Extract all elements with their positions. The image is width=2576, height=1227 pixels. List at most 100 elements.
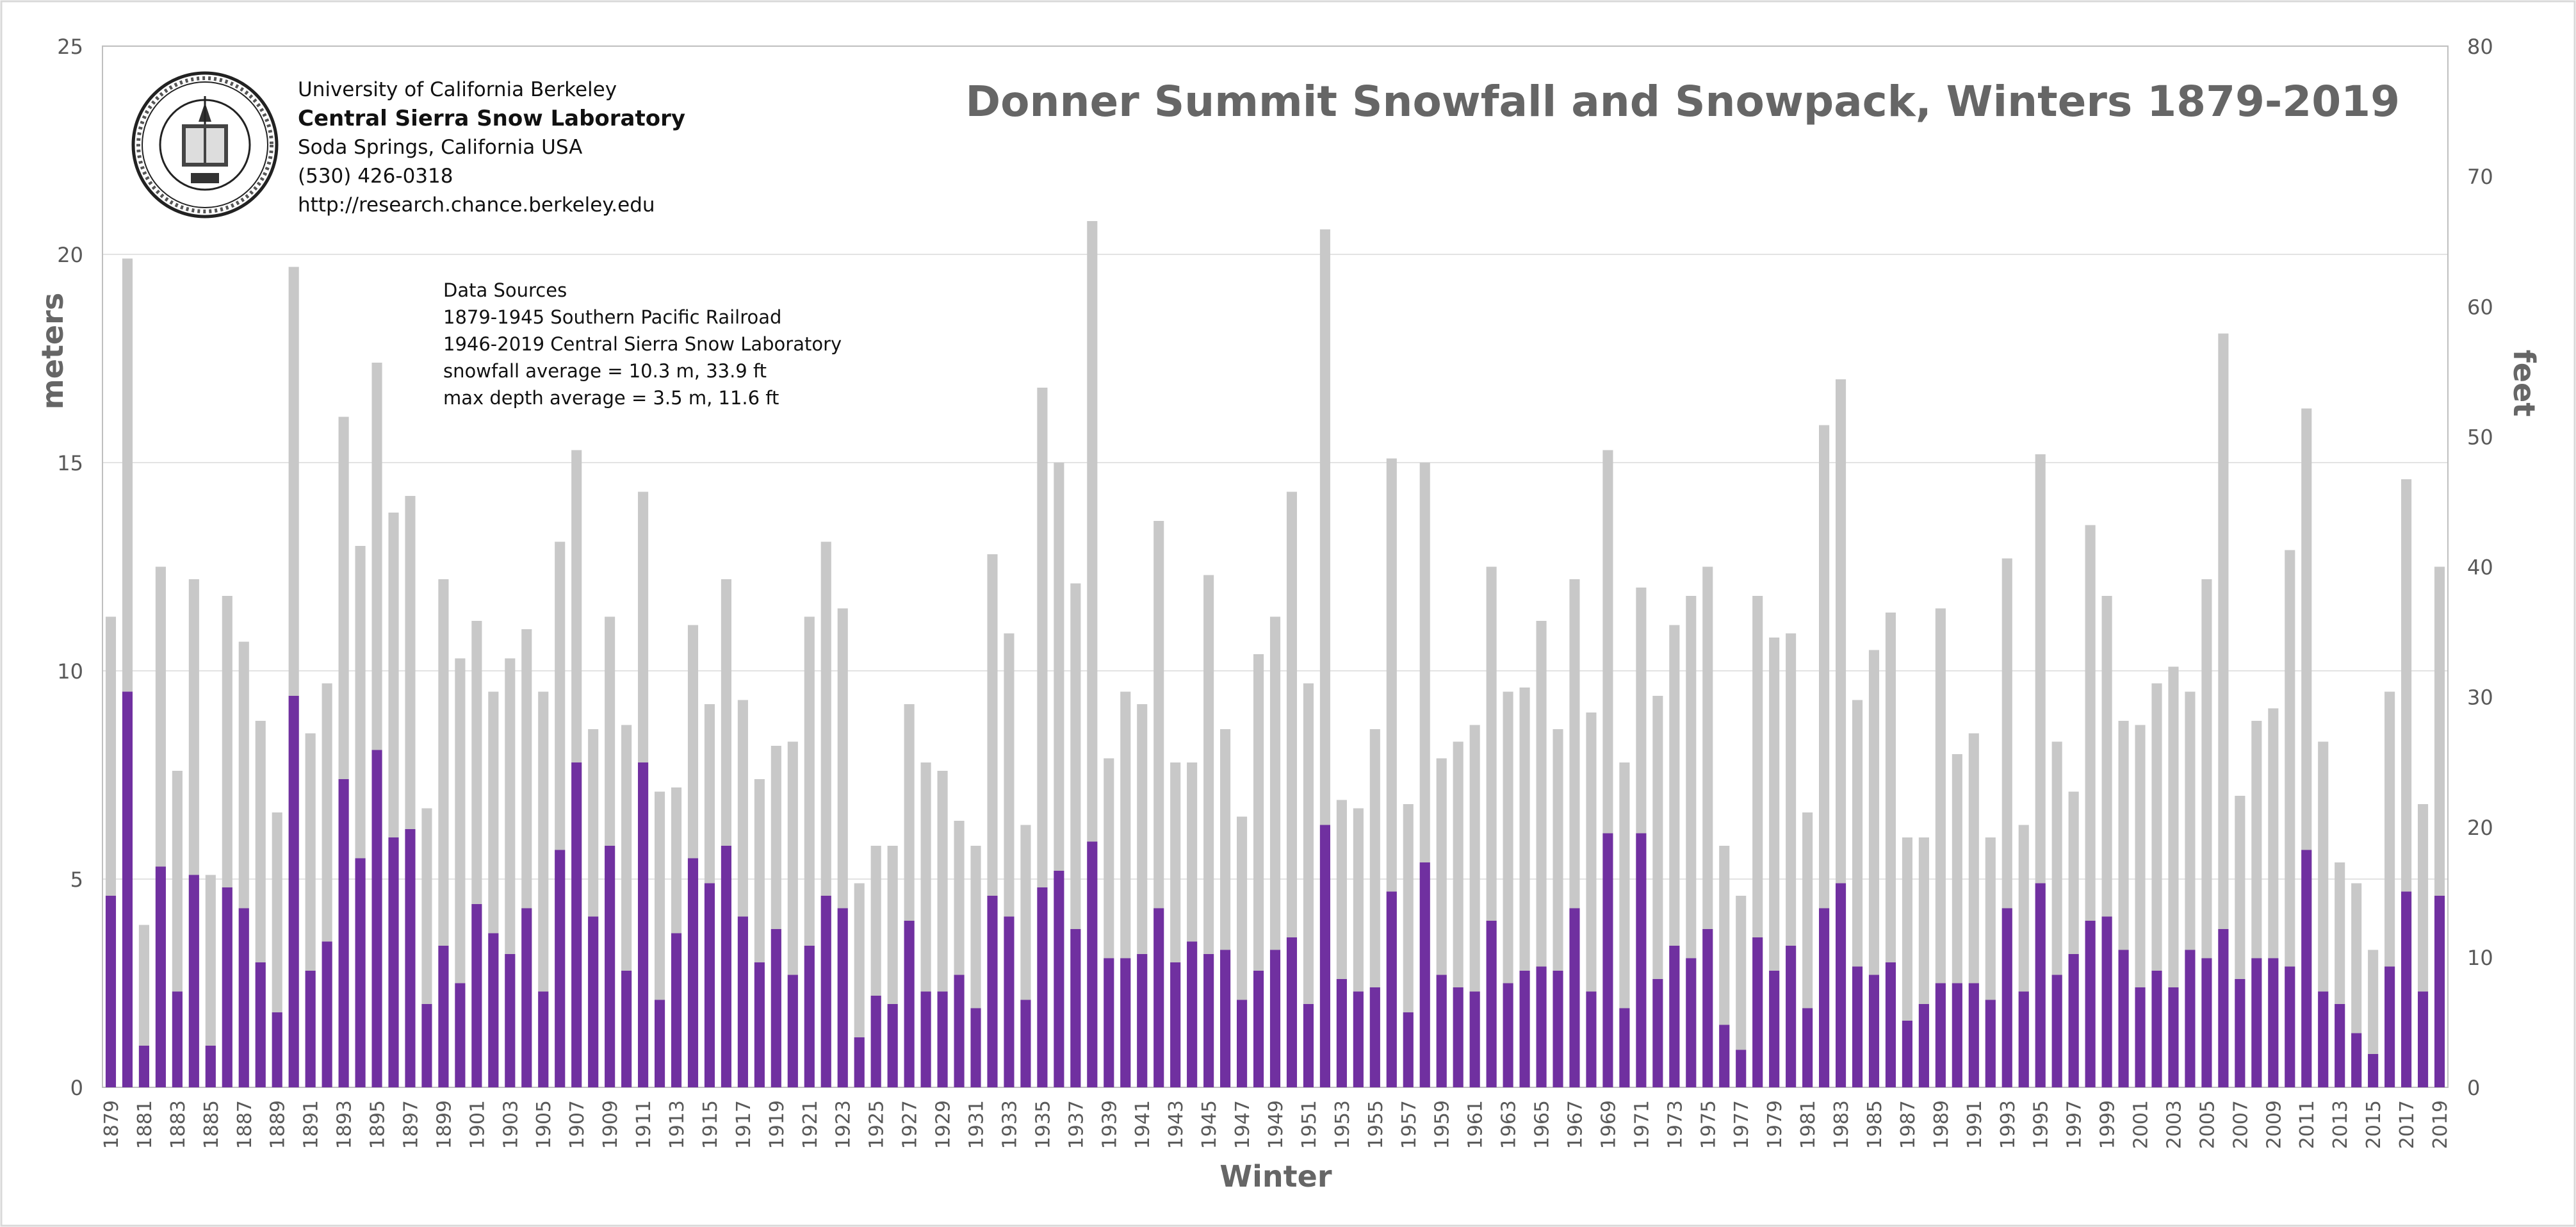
snowpack-bar-1912 <box>654 1000 665 1087</box>
snowpack-bar-2004 <box>2185 950 2196 1087</box>
x-tick-label-2003: 2003 <box>2163 1100 2185 1149</box>
x-tick-label-1991: 1991 <box>1964 1100 1986 1149</box>
snowpack-bar-1957 <box>1403 1012 1414 1087</box>
snowpack-bar-2014 <box>2351 1033 2362 1087</box>
snowpack-bar-1927 <box>904 921 915 1087</box>
y-right-tick-label-60: 60 <box>2467 295 2493 319</box>
x-tick-label-1985: 1985 <box>1864 1100 1886 1149</box>
snowpack-bar-1989 <box>1935 983 1946 1087</box>
snowpack-bar-1960 <box>1453 987 1463 1087</box>
snowpack-bar-1879 <box>105 896 117 1087</box>
snowpack-bar-1926 <box>887 1004 898 1087</box>
snowfall-bar-2015 <box>2368 950 2379 1087</box>
snowpack-bar-1932 <box>987 896 998 1087</box>
x-tick-label-1983: 1983 <box>1830 1100 1853 1149</box>
y-right-tick-label-30: 30 <box>2467 686 2493 710</box>
snowpack-bar-1940 <box>1120 958 1131 1087</box>
snowpack-bar-1993 <box>2001 908 2012 1087</box>
x-tick-label-1981: 1981 <box>1797 1100 1820 1149</box>
x-tick-label-2017: 2017 <box>2396 1100 2418 1149</box>
snowpack-bar-1925 <box>870 996 881 1087</box>
snowpack-bar-2000 <box>2118 950 2129 1087</box>
snowpack-bar-1933 <box>1004 916 1015 1087</box>
snowpack-bar-2016 <box>2384 966 2395 1087</box>
x-tick-label-1905: 1905 <box>533 1100 555 1149</box>
snowpack-bar-2011 <box>2301 850 2312 1087</box>
y-tick-label-20: 20 <box>57 243 83 267</box>
snowpack-bar-1889 <box>272 1012 282 1087</box>
snowfall-bar-1905 <box>538 691 549 1087</box>
snowpack-bar-1921 <box>804 946 815 1087</box>
snowpack-bar-1931 <box>970 1008 981 1087</box>
snowpack-bar-1904 <box>521 908 532 1087</box>
y-tick-label-0: 0 <box>70 1076 83 1100</box>
snowpack-bar-1899 <box>438 946 449 1087</box>
snowpack-bar-1987 <box>1902 1021 1912 1087</box>
snowpack-bar-1969 <box>1602 833 1613 1087</box>
snowpack-bar-1998 <box>2085 921 2096 1087</box>
snowpack-bar-1916 <box>721 846 731 1087</box>
snowpack-bar-2010 <box>2285 966 2295 1087</box>
logo-line-5: http://research.chance.berkeley.edu <box>298 194 655 217</box>
x-tick-label-1971: 1971 <box>1631 1100 1653 1149</box>
x-tick-label-1951: 1951 <box>1298 1100 1321 1149</box>
snowpack-bar-1907 <box>571 762 582 1087</box>
x-tick-label-1961: 1961 <box>1465 1100 1487 1149</box>
snowpack-bar-1956 <box>1386 891 1397 1087</box>
snowpack-bar-1978 <box>1752 937 1763 1087</box>
x-tick-label-2015: 2015 <box>2363 1100 2385 1149</box>
snowpack-bar-2013 <box>2335 1004 2345 1087</box>
x-tick-label-1897: 1897 <box>400 1100 422 1149</box>
x-tick-label-1941: 1941 <box>1132 1100 1154 1149</box>
x-tick-label-1999: 1999 <box>2097 1100 2119 1149</box>
snowpack-bar-1941 <box>1137 954 1148 1087</box>
snowpack-bar-1950 <box>1286 937 1298 1087</box>
x-tick-label-1923: 1923 <box>833 1100 855 1149</box>
logo-line-1: University of California Berkeley <box>298 78 617 101</box>
x-tick-label-1933: 1933 <box>999 1100 1021 1149</box>
snowpack-bar-1991 <box>1968 983 1979 1087</box>
snowpack-bar-1938 <box>1087 841 1098 1087</box>
x-tick-label-1893: 1893 <box>334 1100 356 1149</box>
snowfall-bar-1977 <box>1736 896 1747 1087</box>
x-tick-label-1885: 1885 <box>200 1100 223 1149</box>
snowpack-bar-1914 <box>687 858 699 1087</box>
snowpack-bar-1955 <box>1369 987 1380 1087</box>
x-tick-label-1973: 1973 <box>1664 1100 1686 1149</box>
y-tick-label-15: 15 <box>57 451 83 475</box>
y-right-tick-label-80: 80 <box>2467 35 2493 59</box>
sources-line-3: 1946-2019 Central Sierra Snow Laboratory <box>443 333 842 355</box>
snowpack-bar-1964 <box>1519 971 1530 1087</box>
x-tick-label-2007: 2007 <box>2230 1100 2252 1149</box>
snowpack-bar-1992 <box>1985 1000 1996 1087</box>
snowpack-bar-2015 <box>2368 1054 2379 1087</box>
snowpack-bar-1918 <box>754 962 765 1087</box>
snowpack-bar-1952 <box>1319 825 1330 1087</box>
snowpack-bars <box>105 691 2445 1087</box>
y-right-tick-label-10: 10 <box>2467 946 2493 970</box>
snowpack-bar-1939 <box>1104 958 1114 1087</box>
x-tick-label-1879: 1879 <box>101 1100 123 1149</box>
x-tick-label-1955: 1955 <box>1365 1100 1387 1149</box>
snowpack-bar-1951 <box>1303 1004 1314 1087</box>
snowpack-bar-1984 <box>1852 966 1863 1087</box>
x-tick-label-1963: 1963 <box>1498 1100 1520 1149</box>
x-tick-label-1899: 1899 <box>433 1100 455 1149</box>
x-axis-label: Winter <box>1219 1159 1332 1194</box>
x-tick-label-1887: 1887 <box>234 1100 256 1149</box>
x-tick-label-1915: 1915 <box>699 1100 722 1149</box>
snowpack-bar-1979 <box>1769 971 1780 1087</box>
snowfall-bar-2003 <box>2168 666 2179 1087</box>
snowpack-bar-1923 <box>837 908 848 1087</box>
snowpack-bar-2017 <box>2401 891 2412 1087</box>
logo-line-3: Soda Springs, California USA <box>298 136 583 159</box>
x-tick-label-2009: 2009 <box>2263 1100 2285 1149</box>
snowpack-bar-1943 <box>1170 962 1181 1087</box>
snowpack-bar-1942 <box>1153 908 1164 1087</box>
snowpack-bar-1892 <box>322 941 332 1087</box>
y-tick-label-25: 25 <box>57 35 83 59</box>
snowpack-bar-1974 <box>1686 958 1697 1087</box>
snowpack-bar-2003 <box>2168 987 2179 1087</box>
snowpack-bar-1915 <box>704 883 715 1087</box>
